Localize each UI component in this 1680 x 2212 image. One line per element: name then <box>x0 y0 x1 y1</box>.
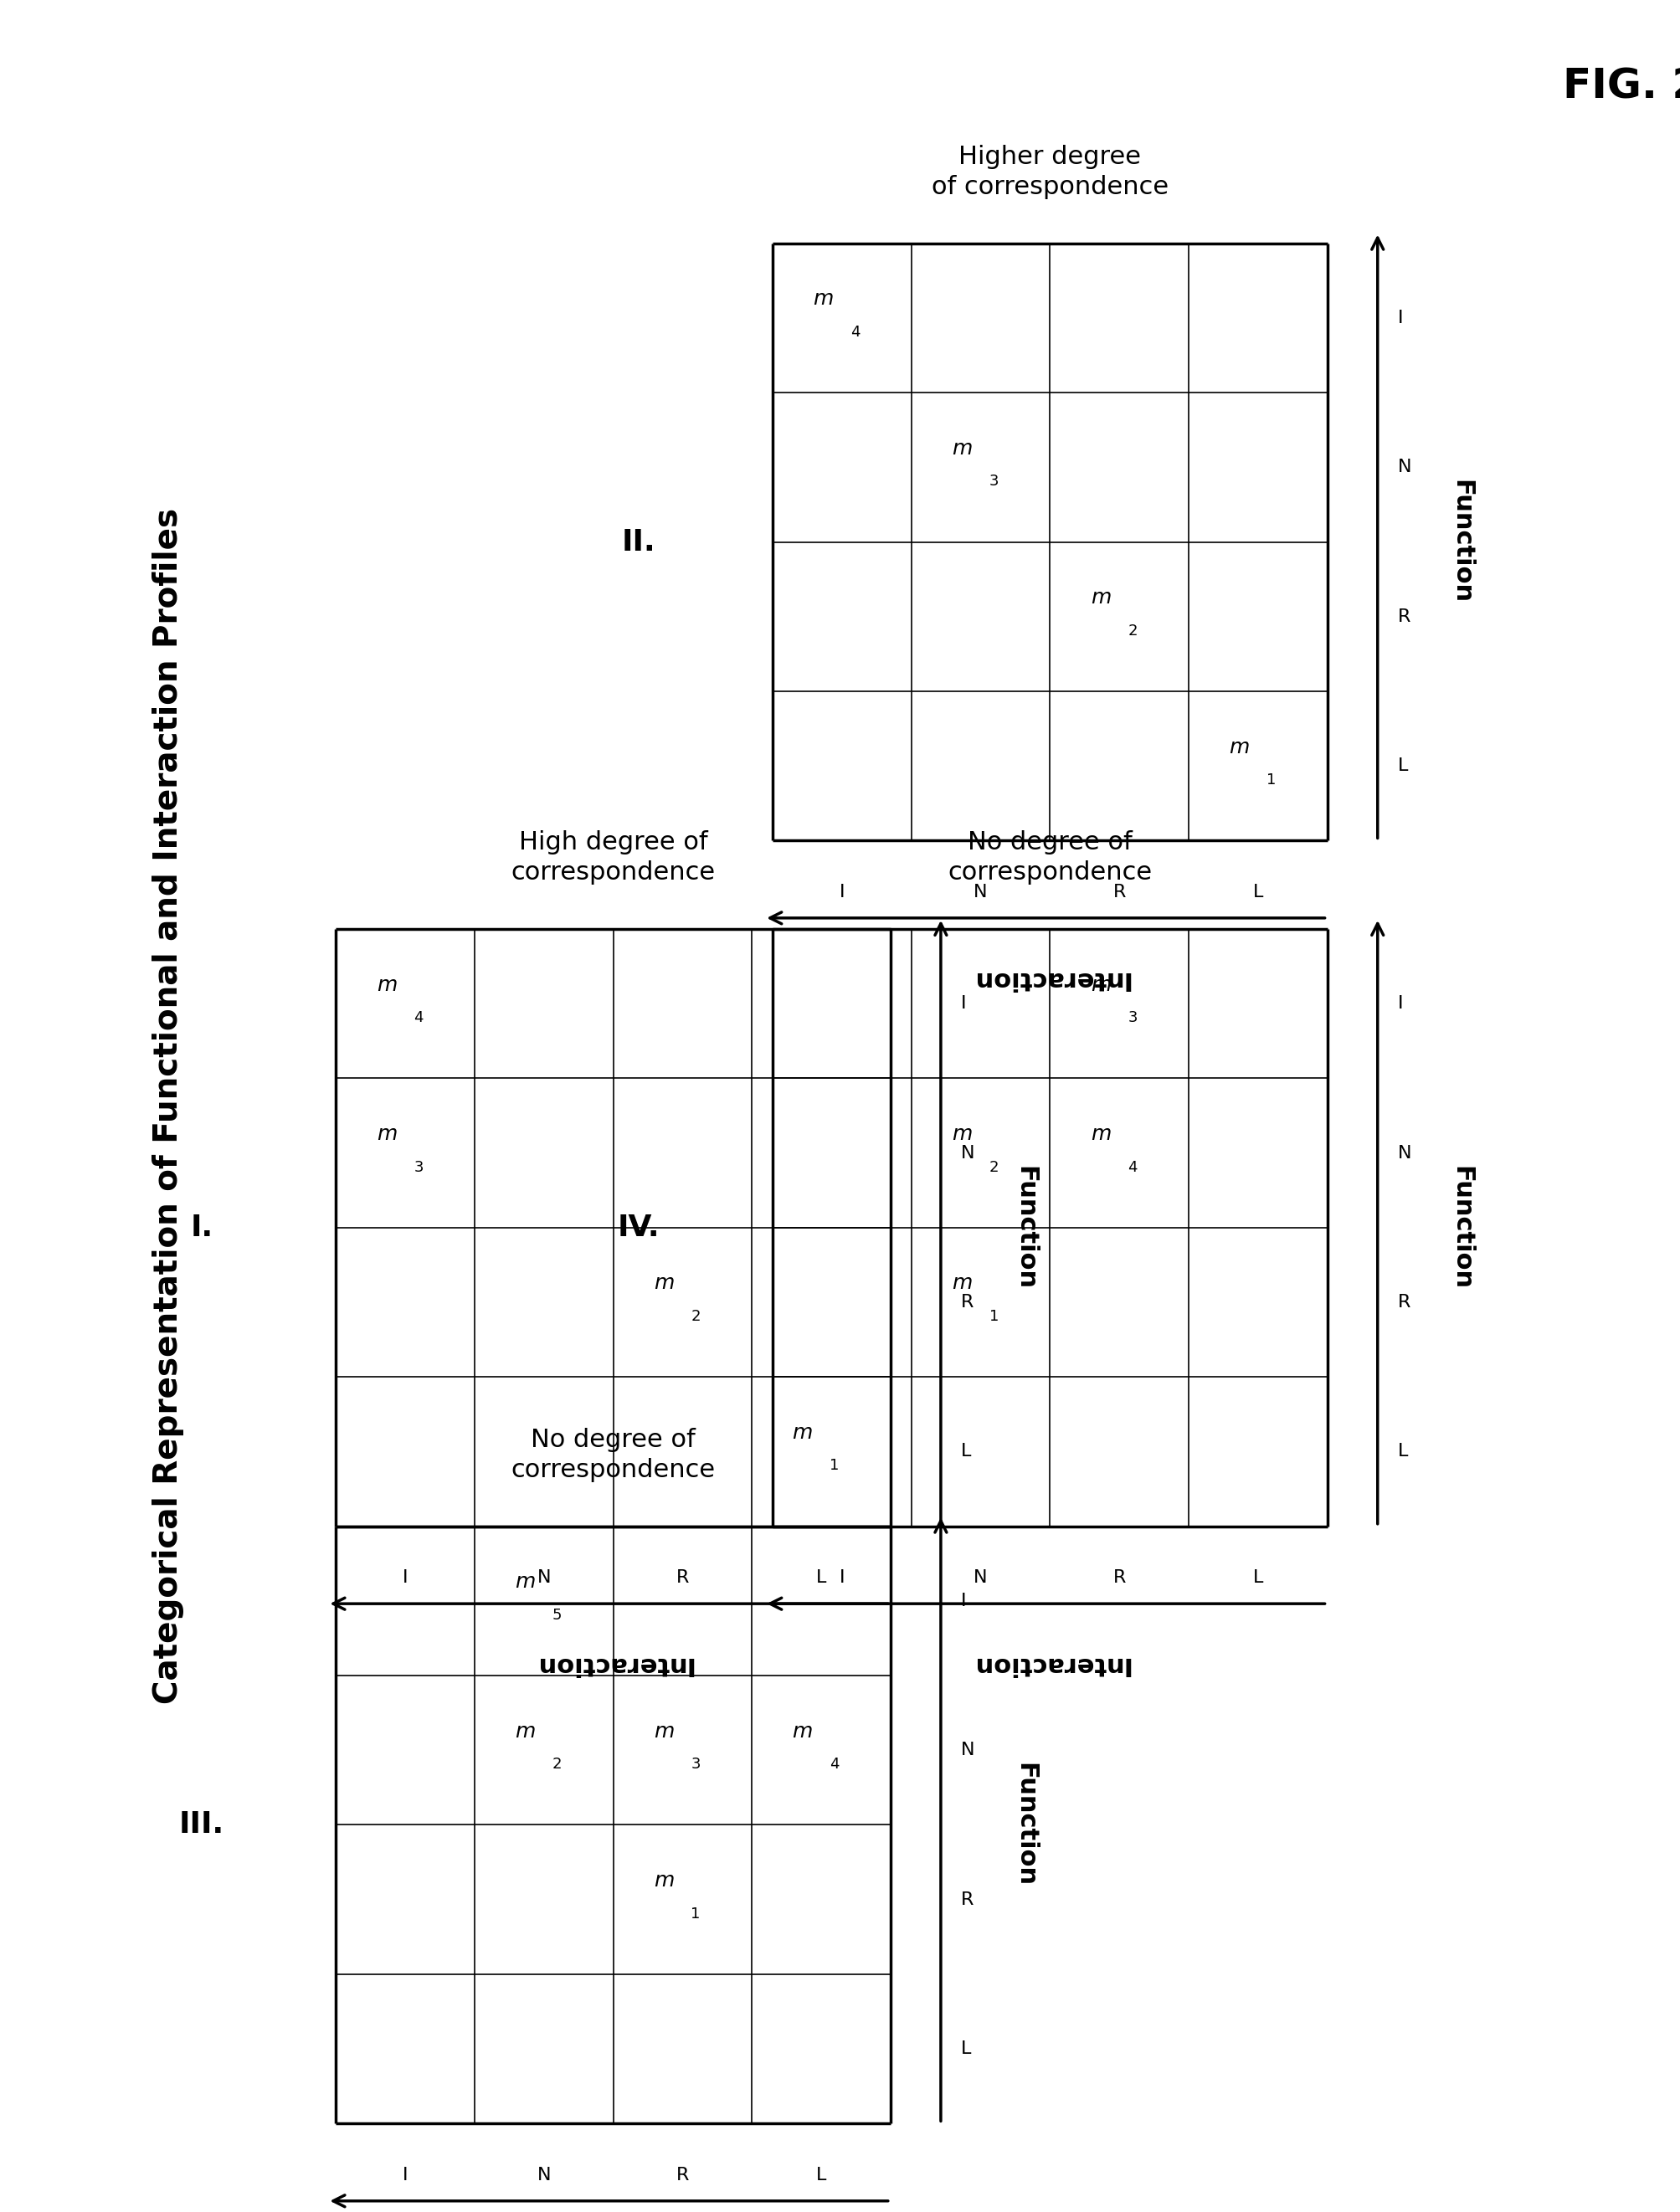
Text: 3: 3 <box>1127 1011 1137 1026</box>
Text: L: L <box>816 1568 827 1586</box>
Text: N: N <box>1398 1144 1411 1161</box>
Text: m: m <box>376 1124 396 1144</box>
Text: No degree of
correspondence: No degree of correspondence <box>511 1427 716 1482</box>
Text: N: N <box>974 883 988 900</box>
Text: m: m <box>793 1422 813 1442</box>
Text: No degree of
correspondence: No degree of correspondence <box>948 830 1152 885</box>
Text: m: m <box>654 1274 674 1294</box>
Text: I: I <box>403 2166 408 2183</box>
Text: L: L <box>961 2039 971 2057</box>
Text: 3: 3 <box>990 473 998 489</box>
Text: 1: 1 <box>830 1458 838 1473</box>
Text: 5: 5 <box>553 1608 561 1624</box>
Text: I: I <box>961 1593 966 1610</box>
Text: Higher degree
of correspondence: Higher degree of correspondence <box>931 144 1169 199</box>
Text: 4: 4 <box>413 1011 423 1026</box>
Text: III.: III. <box>180 1812 223 1838</box>
Text: 3: 3 <box>690 1756 701 1772</box>
Text: L: L <box>1398 1442 1408 1460</box>
Text: High degree of
correspondence: High degree of correspondence <box>511 830 716 885</box>
Text: R: R <box>1398 1294 1411 1312</box>
Text: I: I <box>840 1568 845 1586</box>
Text: m: m <box>1090 975 1110 995</box>
Text: m: m <box>654 1721 674 1741</box>
Text: L: L <box>1398 757 1408 774</box>
Text: R: R <box>961 1294 974 1312</box>
Text: Function: Function <box>1013 1166 1037 1290</box>
Text: II.: II. <box>622 529 655 555</box>
Text: FIG. 2: FIG. 2 <box>1562 66 1680 106</box>
Text: 1: 1 <box>1267 772 1275 787</box>
Text: 1: 1 <box>990 1310 998 1325</box>
Text: m: m <box>953 438 973 458</box>
Text: 4: 4 <box>830 1756 838 1772</box>
Text: m: m <box>1230 737 1250 757</box>
Text: 2: 2 <box>553 1756 561 1772</box>
Text: R: R <box>1398 608 1411 626</box>
Text: L: L <box>816 2166 827 2183</box>
Text: I: I <box>840 883 845 900</box>
Text: m: m <box>953 1274 973 1294</box>
Text: 3: 3 <box>413 1159 423 1175</box>
Text: 2: 2 <box>990 1159 998 1175</box>
Text: m: m <box>516 1721 536 1741</box>
Text: m: m <box>654 1871 674 1891</box>
Text: Interaction: Interaction <box>534 1652 692 1677</box>
Text: Function: Function <box>1013 1763 1037 1887</box>
Text: m: m <box>813 290 833 310</box>
Text: L: L <box>1253 1568 1263 1586</box>
Text: 4: 4 <box>850 325 860 341</box>
Text: IV.: IV. <box>617 1214 660 1241</box>
Text: N: N <box>961 1741 974 1759</box>
Text: Interaction: Interaction <box>971 1652 1129 1677</box>
Text: I.: I. <box>190 1214 213 1241</box>
Text: N: N <box>961 1144 974 1161</box>
Text: R: R <box>961 1891 974 1909</box>
Text: I: I <box>961 995 966 1013</box>
Text: m: m <box>953 1124 973 1144</box>
Text: Categorical Representation of Functional and Interaction Profiles: Categorical Representation of Functional… <box>153 509 183 1703</box>
Text: N: N <box>974 1568 988 1586</box>
Text: N: N <box>538 1568 551 1586</box>
Text: R: R <box>1112 883 1126 900</box>
Text: 2: 2 <box>690 1310 701 1325</box>
Text: L: L <box>961 1442 971 1460</box>
Text: m: m <box>1090 1124 1110 1144</box>
Text: 1: 1 <box>690 1907 701 1922</box>
Text: I: I <box>403 1568 408 1586</box>
Text: m: m <box>1090 588 1110 608</box>
Text: m: m <box>516 1573 536 1593</box>
Text: 2: 2 <box>1127 624 1137 639</box>
Text: R: R <box>675 2166 689 2183</box>
Text: R: R <box>1112 1568 1126 1586</box>
Text: m: m <box>376 975 396 995</box>
Text: I: I <box>1398 995 1403 1013</box>
Text: Function: Function <box>1450 480 1473 604</box>
Text: Function: Function <box>1450 1166 1473 1290</box>
Text: I: I <box>1398 310 1403 327</box>
Text: 4: 4 <box>1127 1159 1137 1175</box>
Text: N: N <box>1398 458 1411 476</box>
Text: R: R <box>675 1568 689 1586</box>
Text: N: N <box>538 2166 551 2183</box>
Text: Interaction: Interaction <box>971 967 1129 991</box>
Text: L: L <box>1253 883 1263 900</box>
Text: m: m <box>793 1721 813 1741</box>
